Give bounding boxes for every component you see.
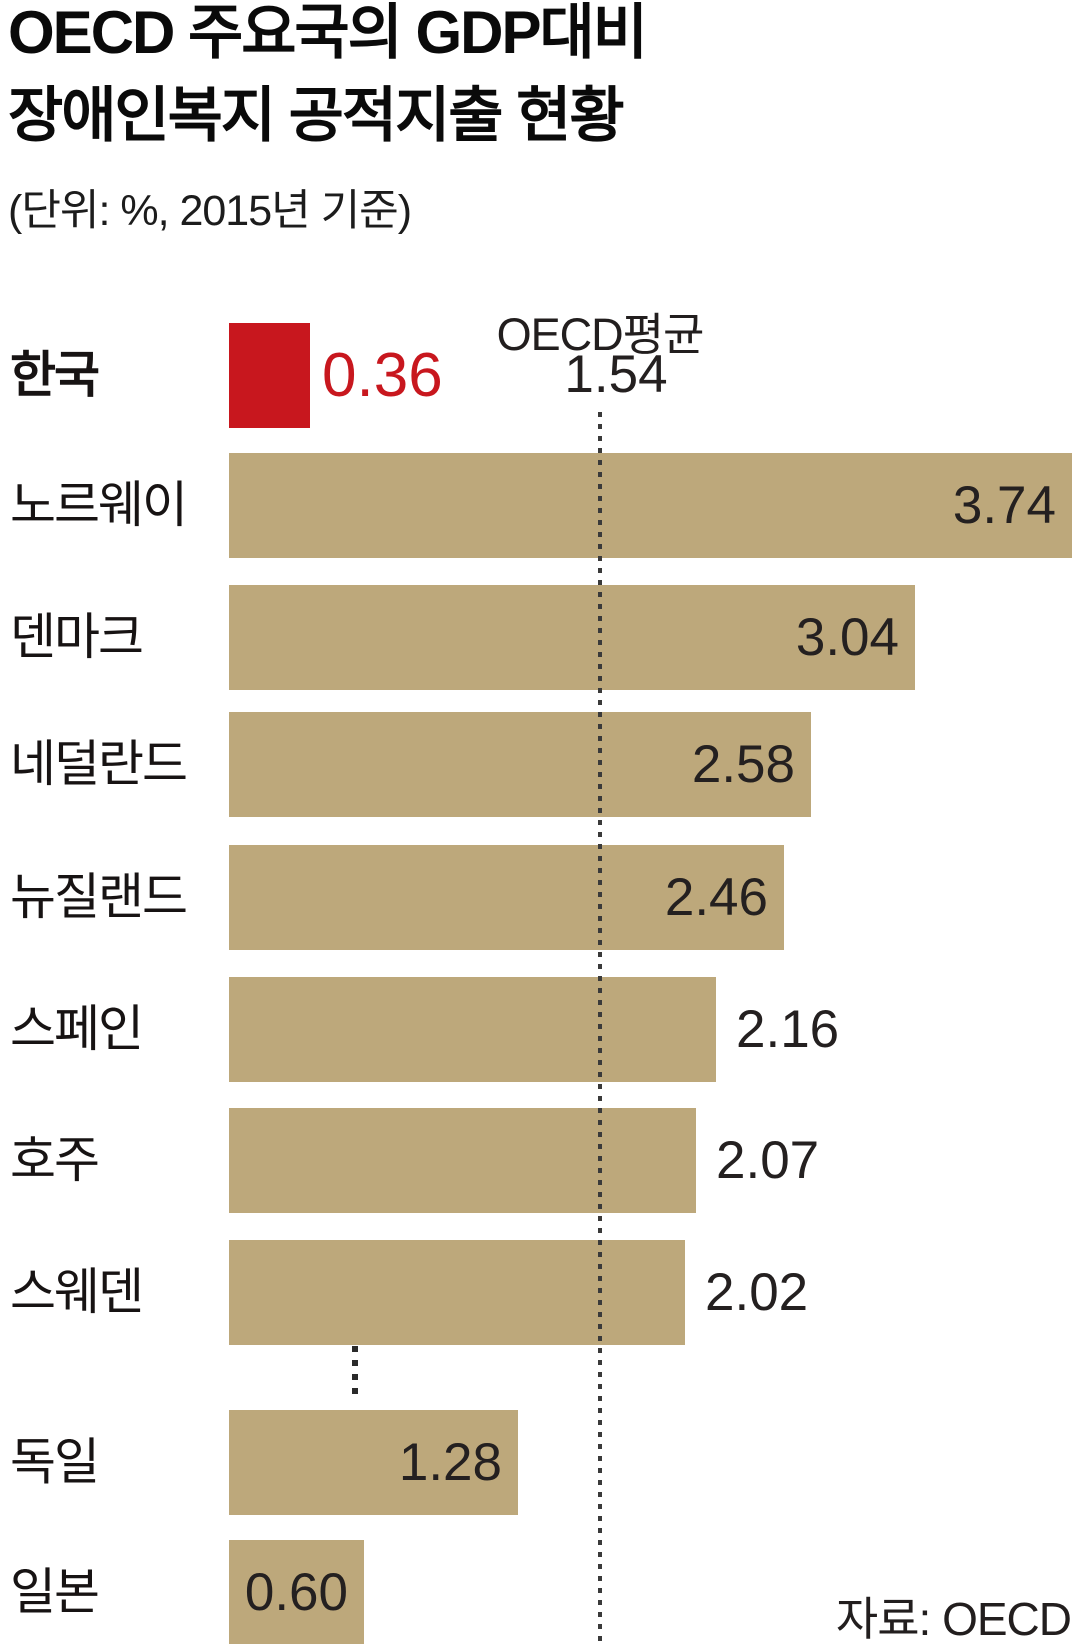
value-label: 2.58 bbox=[691, 735, 795, 794]
bar bbox=[229, 1410, 518, 1515]
oecd-average-value: 1.54 bbox=[564, 345, 668, 404]
value-label: 0.36 bbox=[322, 341, 443, 410]
bar bbox=[229, 453, 1072, 558]
bar bbox=[229, 585, 915, 690]
truncation-ellipsis bbox=[352, 1346, 358, 1398]
bar bbox=[229, 845, 784, 950]
chart-title-line1: OECD 주요국의 GDP대비 bbox=[8, 0, 648, 66]
value-label: 2.07 bbox=[716, 1131, 820, 1190]
value-label: 2.46 bbox=[664, 868, 768, 927]
bar bbox=[229, 1540, 364, 1644]
oecd-average-label: OECD평균 bbox=[496, 309, 705, 360]
value-label: 2.16 bbox=[736, 1000, 840, 1059]
value-label: 2.02 bbox=[705, 1263, 809, 1322]
source-credit: 자료: OECD bbox=[835, 1593, 1072, 1644]
bar bbox=[229, 977, 716, 1082]
value-label: 3.04 bbox=[795, 608, 899, 667]
category-label: 호주 bbox=[10, 1132, 100, 1188]
bar bbox=[229, 1108, 696, 1213]
value-label: 3.74 bbox=[952, 476, 1056, 535]
bar bbox=[229, 712, 811, 817]
category-label: 독일 bbox=[10, 1434, 100, 1490]
category-label: 덴마크 bbox=[10, 609, 144, 665]
category-label: 한국 bbox=[10, 347, 100, 403]
category-label: 뉴질랜드 bbox=[10, 869, 188, 925]
bar-highlight bbox=[229, 323, 310, 428]
value-label: 0.60 bbox=[244, 1563, 348, 1622]
chart-title-line2: 장애인복지 공적지출 현황 bbox=[8, 81, 625, 149]
category-label: 노르웨이 bbox=[10, 477, 188, 533]
bar bbox=[229, 1240, 685, 1345]
reference-line bbox=[598, 412, 602, 1644]
value-label: 1.28 bbox=[398, 1433, 502, 1492]
category-label: 네덜란드 bbox=[10, 736, 188, 792]
category-label: 일본 bbox=[10, 1564, 100, 1620]
category-label: 스웨덴 bbox=[10, 1264, 144, 1320]
category-label: 스페인 bbox=[10, 1001, 144, 1057]
chart-subtitle: (단위: %, 2015년 기준) bbox=[8, 187, 412, 235]
